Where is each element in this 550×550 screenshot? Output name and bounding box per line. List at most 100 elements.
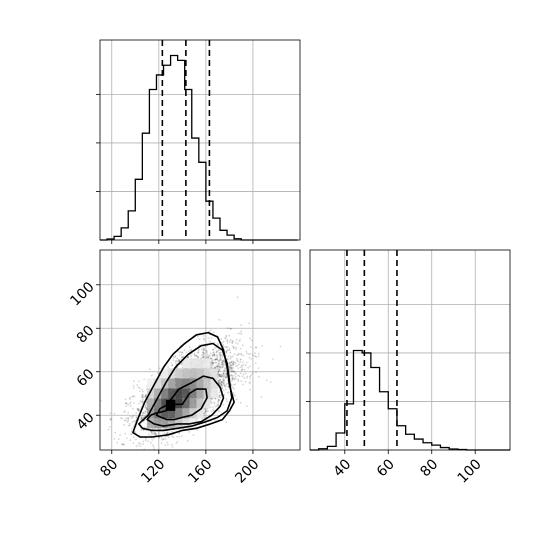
joint-scatter-point [215,361,217,364]
joint-scatter-point [217,381,220,384]
joint-scatter-point [218,375,221,377]
joint-scatter-point [142,443,145,445]
joint-background [100,250,300,450]
joint-scatter-point [150,441,152,444]
joint-scatter-point [217,362,220,365]
hist2-x-tick-label: 80 [417,456,441,480]
joint-scatter-point [212,408,215,411]
joint-scatter-point [227,349,229,351]
joint-scatter-point [141,394,144,397]
joint-scatter-point [166,432,169,434]
joint-density-cell [175,388,183,399]
joint-scatter-point [230,370,233,373]
joint-scatter-point [142,396,144,398]
joint-density-cell [210,378,218,389]
hist2-frame [309,249,511,451]
joint-y-tick-label: 40 [74,410,98,434]
joint-scatter-point [229,357,232,360]
joint-scatter-point [249,346,252,348]
joint-scatter-point [224,367,227,369]
joint-scatter-point [227,355,230,358]
joint-scatter-point [242,373,245,376]
joint-scatter-point [237,360,240,363]
joint-scatter-point [175,442,178,444]
joint-scatter-point [234,372,237,375]
joint-scatter-point [128,422,131,425]
joint-scatter-point [144,404,147,407]
joint-scatter-point [129,424,131,427]
joint-scatter-point [178,436,181,438]
joint-scatter-point [239,347,242,350]
joint-scatter-point [215,358,218,361]
joint-scatter-point [205,410,208,412]
joint-scatter-point [212,348,214,351]
joint-scatter-point [139,400,142,402]
joint-scatter-point [142,390,144,393]
joint-scatter-point [140,401,143,403]
joint-scatter-point [137,409,140,412]
joint-scatter-point [231,340,234,342]
joint-scatter-point [242,361,244,363]
joint-scatter-point [208,340,211,342]
joint-scatter-point [209,329,212,332]
joint-scatter-point [228,366,231,369]
joint-scatter-point [154,433,157,436]
joint-scatter-point [228,340,231,343]
joint-scatter-point [181,435,183,437]
joint-scatter-point [216,359,219,361]
joint-scatter-point [225,351,228,354]
joint-scatter-point [206,350,208,353]
joint-scatter-point [247,366,250,369]
joint-scatter-point [116,441,119,444]
joint-scatter-point [197,348,200,351]
joint-scatter-point [187,355,190,358]
joint-scatter-point [233,371,236,374]
joint-density-cell [175,398,183,409]
joint-scatter-point [223,369,226,372]
joint-scatter-point [212,351,215,354]
joint-scatter-point [255,347,257,349]
joint-scatter-point [216,365,219,368]
joint-scatter-point [132,415,135,417]
joint-scatter-point [144,406,147,409]
histogram-param1 [96,39,301,244]
joint-scatter-point [141,412,144,415]
joint-scatter-point [158,436,161,439]
joint-scatter-point [226,346,229,349]
joint-scatter-point [229,363,232,366]
joint-scatter-point [209,352,212,355]
joint-scatter-point [236,342,239,345]
joint-scatter-point [211,361,214,363]
joint-scatter-point [129,398,132,400]
joint-scatter-point [231,370,234,373]
joint-scatter-point [193,354,196,357]
joint-scatter-point [166,443,169,446]
joint-scatter-point [125,417,128,420]
joint-scatter-point [218,382,221,384]
joint-scatter-point [234,362,237,364]
joint-scatter-point [139,445,142,447]
joint-scatter-point [224,367,227,370]
joint-scatter-point [124,410,127,412]
joint-scatter-point [232,370,235,373]
joint-scatter-point [125,405,127,408]
joint-scatter-point [196,355,198,357]
joint-scatter-point [269,381,272,383]
joint-scatter-point [211,362,214,364]
joint-density-cell [196,408,204,419]
joint-scatter-point [138,387,141,389]
joint-scatter-point [182,355,185,358]
joint-scatter-point [135,438,137,441]
joint-scatter-point [129,415,132,418]
joint-scatter-point [226,392,229,394]
joint-scatter-point [228,369,231,371]
joint-scatter-point [137,408,139,411]
joint-scatter-point [234,341,237,344]
joint-scatter-point [240,353,243,356]
joint-scatter-point [138,408,141,411]
joint-scatter-point [202,355,205,358]
joint-scatter-point [216,404,219,406]
joint-scatter-point [219,356,222,359]
joint-scatter-point [141,398,144,401]
joint-scatter-point [240,352,243,355]
